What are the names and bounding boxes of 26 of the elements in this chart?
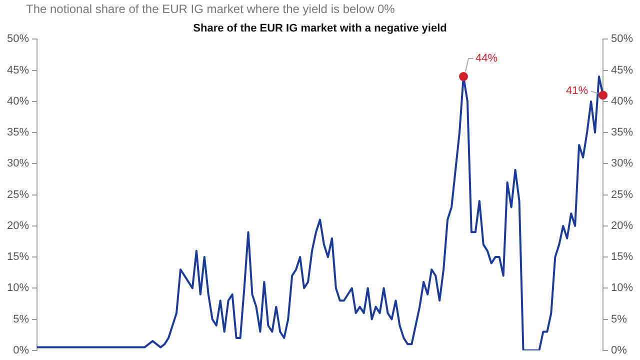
y2-tick-label: 10% — [610, 282, 634, 294]
y-tick-label: 25% — [6, 188, 30, 201]
y-tick-label: 10% — [6, 282, 30, 294]
y-tick-label: 0% — [13, 344, 30, 356]
y-tick-label: 50% — [6, 33, 30, 46]
chart-subtitle: The notional share of the EUR IG market where the yield is below 0% — [25, 1, 396, 18]
data-label: 44% — [475, 52, 498, 65]
y-tick-label: 40% — [6, 95, 30, 108]
y2-tick-label: 45% — [610, 64, 634, 76]
y2-tick-label: 50% — [610, 33, 634, 46]
y2-tick-label: 35% — [610, 126, 634, 139]
y2-tick-label: 20% — [610, 220, 634, 232]
chart-title: Share of the EUR IG market with a negative yield — [193, 22, 447, 35]
y-tick-label: 5% — [13, 313, 30, 326]
y-tick-label: 20% — [6, 220, 30, 232]
y-tick-label: 30% — [6, 158, 30, 170]
y-tick-label: 15% — [6, 251, 30, 264]
y2-tick-label: 40% — [610, 95, 634, 108]
y2-tick-label: 15% — [610, 251, 634, 264]
y2-tick-label: 5% — [610, 313, 628, 326]
y2-tick-label: 0% — [610, 344, 628, 356]
y-tick-label: 35% — [6, 126, 30, 139]
data-label: 41% — [566, 85, 588, 98]
y2-tick-label: 25% — [610, 188, 634, 201]
y-tick-label: 45% — [6, 64, 30, 76]
y2-tick-label: 30% — [610, 158, 634, 170]
